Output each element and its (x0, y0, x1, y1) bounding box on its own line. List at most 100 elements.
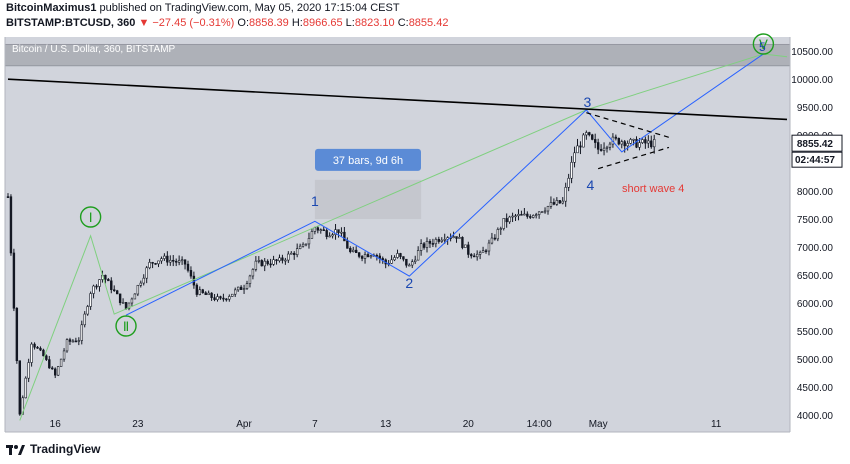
plot-area[interactable] (5, 37, 790, 432)
candle-body (189, 270, 193, 277)
price-tick-label: 10500.00 (791, 47, 833, 58)
candle-body (520, 214, 523, 216)
author-name[interactable]: BitcoinMaximus1 (6, 2, 97, 14)
date-tick-label: 20 (463, 419, 475, 430)
candle-body (526, 213, 529, 217)
candle-body (505, 218, 508, 223)
candle-body (534, 214, 538, 216)
candle-body (30, 343, 33, 363)
candle-body (419, 243, 423, 251)
candle-body (65, 339, 69, 352)
candle-body (605, 146, 609, 149)
low-value: 8823.10 (354, 17, 395, 29)
candle-body (301, 243, 305, 247)
candle-body (331, 234, 334, 237)
candle-body (555, 200, 559, 205)
candle-body (245, 283, 249, 289)
price-tick-label: 4000.00 (797, 411, 834, 422)
candle-body (228, 296, 231, 300)
candle-body (585, 132, 588, 136)
candle-body (298, 245, 302, 250)
tradingview-brand[interactable]: TradingView (30, 442, 101, 456)
candle-body (461, 237, 464, 248)
candle-body (98, 279, 101, 287)
candle-body (549, 202, 553, 207)
candle-body (107, 279, 110, 282)
candle-body (561, 200, 564, 204)
candle-body (514, 215, 517, 218)
candle-body (599, 149, 603, 151)
candle-body (626, 143, 629, 147)
candle-body (319, 229, 322, 231)
candle-body (234, 289, 237, 295)
time-axis[interactable] (0, 432, 850, 440)
candle-body (21, 397, 24, 415)
candle-body (328, 235, 331, 238)
candle-body (148, 262, 151, 269)
candle-body (56, 366, 60, 376)
candle-body (363, 254, 367, 259)
price-tick-label: 7500.00 (797, 215, 834, 226)
price-tick-label: 5500.00 (797, 327, 834, 338)
candle-body (86, 306, 89, 315)
open-value: 8858.39 (249, 17, 289, 29)
candle-body (213, 297, 216, 300)
candle-body (402, 256, 405, 260)
candle-body (95, 285, 98, 288)
wave-v-circle (752, 33, 775, 55)
candle-body (517, 214, 520, 217)
candle-body (564, 187, 567, 202)
candle-body (222, 297, 225, 300)
candle-body (12, 252, 16, 309)
candle-body (80, 324, 83, 341)
candle-body (251, 269, 255, 277)
candle-body (596, 142, 600, 150)
price-tick-label: 10000.00 (791, 75, 833, 86)
candle-body (443, 239, 446, 241)
candle-body (313, 227, 317, 232)
candle-body (452, 236, 455, 238)
candle-body (6, 196, 10, 198)
candle-body (608, 143, 612, 148)
price-tick-label: 5000.00 (797, 355, 834, 366)
candle-body (266, 260, 269, 265)
candle-body (71, 340, 75, 343)
price-axis[interactable] (790, 37, 850, 432)
wave-3-label: 3 (583, 94, 591, 110)
candle-body (467, 244, 470, 255)
candle-body (51, 367, 54, 370)
candle-body (115, 290, 119, 295)
candle-body (594, 139, 597, 143)
candle-body (174, 260, 178, 263)
candle-body (343, 231, 346, 242)
candle-body (614, 136, 618, 139)
candle-body (635, 138, 638, 148)
candle-body (543, 210, 547, 213)
price-tick-label: 8000.00 (797, 187, 834, 198)
candle-body (434, 239, 438, 245)
candle-body (558, 200, 561, 204)
candle-body (617, 138, 621, 145)
candle-body (180, 259, 184, 262)
candle-body (396, 253, 399, 258)
candle-body (352, 249, 355, 252)
candle-body (390, 259, 393, 264)
last-price-value: 8855.42 (797, 139, 834, 150)
candle-body (540, 211, 544, 214)
bars-range-box (314, 179, 422, 220)
candle-body (620, 141, 623, 145)
candle-body (490, 237, 494, 244)
candle-body (455, 236, 458, 239)
candle-body (431, 243, 435, 245)
candle-body (304, 243, 308, 246)
candle-body (18, 360, 22, 415)
candle-body (201, 289, 204, 294)
candle-body (257, 260, 261, 262)
candle-body (644, 139, 647, 144)
candle-body (360, 256, 364, 259)
footer: TradingView (6, 442, 100, 456)
wave-4-label: 4 (586, 177, 594, 193)
candle-body (366, 254, 370, 258)
candle-body (145, 267, 148, 279)
